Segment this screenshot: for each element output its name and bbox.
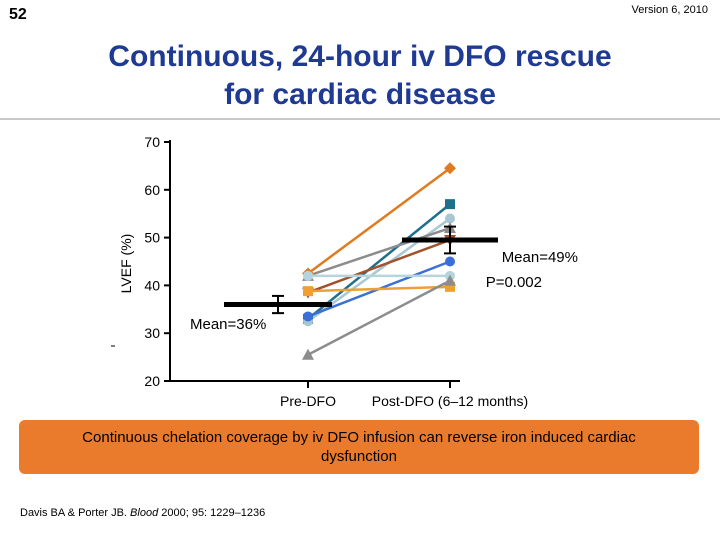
- version-label: Version 6, 2010: [631, 4, 708, 16]
- citation-details: 2000; 95: 1229–1236: [158, 507, 266, 519]
- p-value-label: P=0.002: [486, 274, 542, 291]
- title-line-2: for cardiac disease: [224, 78, 496, 111]
- lvef-chart: 20 30 40 50 60 70 Pre-DFO Post-DFO (6–12 months…: [111, 134, 578, 409]
- slide-number: 52: [9, 6, 27, 23]
- data-point-patient-6: [445, 256, 455, 267]
- y-tick-label: 70: [144, 134, 160, 150]
- series-line-patient-5: [307, 238, 451, 294]
- series-line-patient-8: [307, 285, 451, 293]
- y-axis-title: LVEF (%): [118, 234, 134, 294]
- citation-journal: Blood: [130, 507, 159, 519]
- y-tick-label: 60: [144, 182, 160, 198]
- data-point-patient-8: [303, 286, 313, 297]
- x-tick-label: Pre-DFO: [280, 393, 336, 409]
- data-point-patient-7: [303, 270, 313, 281]
- y-tick-label: 30: [144, 325, 160, 341]
- y-tick-label: 40: [144, 277, 160, 293]
- series-line-patient-2: [307, 203, 451, 320]
- x-tick-label: Post-DFO (6–12 months): [372, 393, 528, 409]
- mean-label-post: Mean=49%: [502, 249, 578, 266]
- data-point-patient-1: [444, 162, 456, 175]
- data-point-patient-6: [303, 311, 313, 322]
- series-line-patient-1: [307, 167, 451, 275]
- data-point-patient-8: [445, 281, 455, 292]
- data-point-patient-3: [445, 213, 455, 224]
- y-tick-label: 20: [144, 373, 160, 389]
- series-line-patient-9: [307, 279, 451, 356]
- data-point-patient-9: [444, 274, 456, 286]
- y-tick-label: 50: [144, 230, 160, 246]
- conclusion-text: Continuous chelation coverage by iv DFO …: [82, 429, 636, 465]
- title-line-1: Continuous, 24-hour iv DFO rescue: [108, 40, 612, 73]
- data-point-patient-9: [302, 348, 314, 360]
- citation-authors: Davis BA & Porter JB.: [20, 507, 131, 519]
- data-point-patient-2: [445, 199, 455, 210]
- title-divider: [0, 118, 720, 120]
- citation: Davis BA & Porter JB. Blood 2000; 95: 12…: [20, 507, 265, 519]
- series-line-patient-4: [307, 226, 451, 278]
- conclusion-banner: Continuous chelation coverage by iv DFO …: [19, 420, 699, 474]
- mean-label-pre: Mean=36%: [190, 316, 266, 333]
- slide-title: Continuous, 24-hour iv DFO rescue for ca…: [60, 38, 660, 114]
